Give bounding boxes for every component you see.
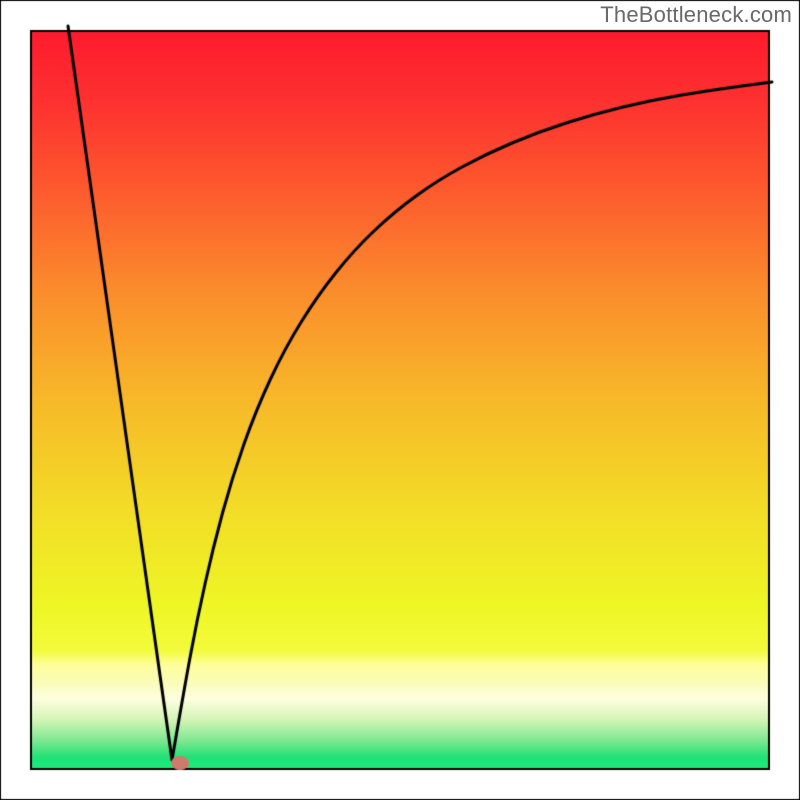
chart-container: TheBottleneck.com: [0, 0, 800, 800]
bottleneck-chart-canvas: [0, 0, 800, 800]
